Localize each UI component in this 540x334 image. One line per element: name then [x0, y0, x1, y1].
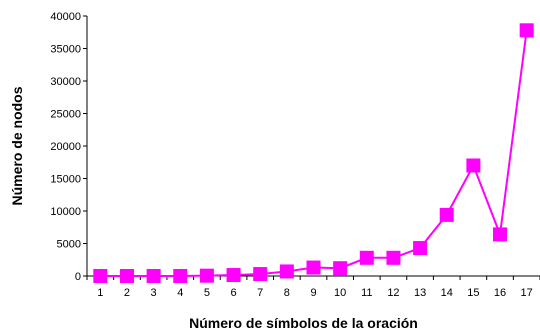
y-tick-label: 35000	[50, 44, 81, 56]
x-tick-label: 2	[124, 287, 130, 299]
data-point	[306, 260, 321, 275]
x-tick-label: 17	[521, 287, 533, 299]
data-point	[146, 269, 161, 283]
x-tick-label: 5	[204, 287, 210, 299]
x-axis-title: Número de símbolos de la oración	[189, 315, 418, 331]
data-point	[93, 269, 108, 283]
data-point	[386, 250, 401, 265]
x-tick-label: 11	[361, 287, 372, 299]
x-tick-label: 14	[441, 287, 453, 299]
data-point	[279, 264, 294, 279]
y-tick-label: 30000	[50, 76, 81, 88]
data-point	[439, 207, 454, 222]
x-tick-label: 7	[257, 287, 263, 299]
x-tick-label: 13	[414, 287, 426, 299]
x-tick-label: 12	[387, 287, 399, 299]
x-tick-label: 4	[177, 287, 183, 299]
x-tick-label: 8	[284, 287, 290, 299]
data-point	[119, 269, 134, 283]
data-point	[199, 268, 214, 283]
data-point	[359, 250, 374, 265]
x-tick-label: 1	[97, 287, 103, 299]
series-nodos	[93, 23, 534, 283]
x-tick-label: 15	[467, 287, 479, 299]
y-tick-label: 20000	[50, 141, 81, 153]
data-point	[413, 241, 428, 256]
x-tick-label: 10	[334, 287, 346, 299]
y-axis: 0 5000 10000 15000 20000 25000 30000 35000 40000	[50, 11, 88, 283]
y-tick-label: 40000	[50, 11, 81, 23]
x-tick-label: 3	[151, 287, 157, 299]
data-point	[253, 267, 268, 282]
data-point	[466, 158, 481, 173]
y-tick-label: 0	[75, 271, 81, 283]
y-axis-title: Número de nodos	[9, 86, 25, 205]
x-tick-label: 6	[230, 287, 236, 299]
series-line	[100, 30, 528, 277]
data-point	[173, 269, 188, 283]
data-point	[226, 268, 241, 283]
x-tick-label: 16	[494, 287, 506, 299]
data-point	[333, 261, 348, 276]
y-tick-label: 15000	[50, 174, 81, 186]
data-point	[519, 23, 534, 38]
x-tick-label: 9	[310, 287, 316, 299]
data-point	[493, 227, 508, 242]
y-tick-label: 5000	[57, 239, 81, 251]
y-tick-label: 25000	[50, 109, 81, 121]
y-tick-label: 10000	[50, 206, 81, 218]
